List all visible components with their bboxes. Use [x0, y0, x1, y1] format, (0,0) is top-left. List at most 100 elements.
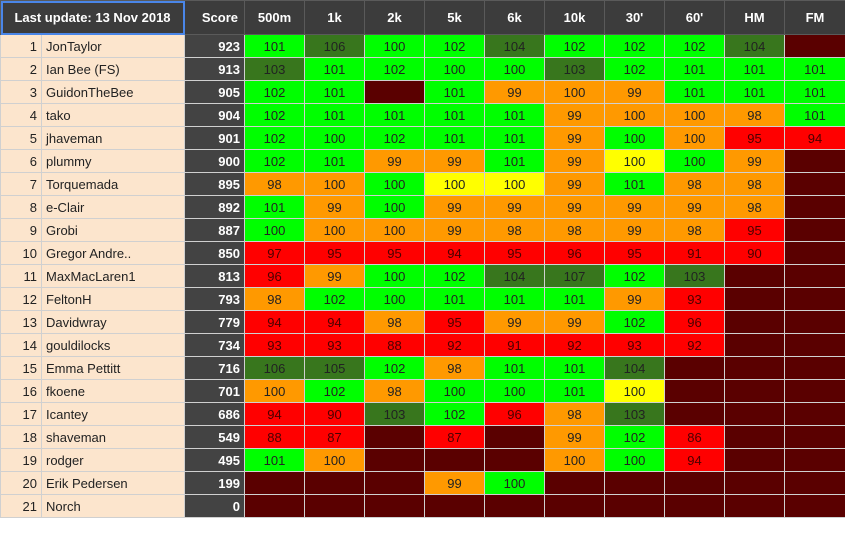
event-score-cell[interactable]: 98	[364, 310, 425, 334]
event-score-cell[interactable]	[244, 494, 305, 518]
event-score-cell[interactable]: 100	[364, 287, 425, 311]
event-score-cell[interactable]: 105	[304, 356, 365, 380]
total-score-cell[interactable]: 892	[184, 195, 245, 219]
event-score-cell[interactable]: 107	[544, 264, 605, 288]
event-score-cell[interactable]	[484, 494, 545, 518]
rank-cell[interactable]: 20	[0, 471, 42, 495]
event-score-cell[interactable]: 101	[244, 34, 305, 58]
event-score-cell[interactable]: 99	[424, 471, 485, 495]
athlete-name-cell[interactable]: Ian Bee (FS)	[41, 57, 185, 81]
event-score-cell[interactable]: 101	[784, 57, 845, 81]
event-score-cell[interactable]: 100	[304, 448, 365, 472]
event-score-cell[interactable]: 99	[544, 310, 605, 334]
event-score-cell[interactable]: 102	[604, 34, 665, 58]
total-score-cell[interactable]: 686	[184, 402, 245, 426]
total-score-cell[interactable]: 779	[184, 310, 245, 334]
total-score-cell[interactable]: 813	[184, 264, 245, 288]
event-score-cell[interactable]: 100	[484, 471, 545, 495]
event-score-cell[interactable]: 94	[784, 126, 845, 150]
total-score-cell[interactable]: 900	[184, 149, 245, 173]
athlete-name-cell[interactable]: Norch	[41, 494, 185, 518]
event-score-cell[interactable]	[784, 448, 845, 472]
event-score-cell[interactable]: 99	[724, 149, 785, 173]
event-score-cell[interactable]: 102	[604, 57, 665, 81]
total-score-cell[interactable]: 913	[184, 57, 245, 81]
event-score-cell[interactable]	[724, 333, 785, 357]
event-score-cell[interactable]: 100	[364, 34, 425, 58]
athlete-name-cell[interactable]: tako	[41, 103, 185, 127]
athlete-name-cell[interactable]: Icantey	[41, 402, 185, 426]
event-score-cell[interactable]: 102	[424, 402, 485, 426]
event-score-cell[interactable]: 104	[484, 264, 545, 288]
event-score-cell[interactable]: 98	[544, 402, 605, 426]
event-score-cell[interactable]: 100	[304, 218, 365, 242]
rank-cell[interactable]: 15	[0, 356, 42, 380]
event-score-cell[interactable]	[784, 218, 845, 242]
event-score-cell[interactable]: 101	[784, 80, 845, 104]
event-score-cell[interactable]	[784, 310, 845, 334]
rank-cell[interactable]: 11	[0, 264, 42, 288]
event-score-cell[interactable]: 95	[424, 310, 485, 334]
event-score-cell[interactable]: 100	[364, 218, 425, 242]
event-score-cell[interactable]	[784, 379, 845, 403]
event-score-cell[interactable]: 106	[244, 356, 305, 380]
event-score-cell[interactable]: 91	[664, 241, 725, 265]
event-score-cell[interactable]: 102	[604, 264, 665, 288]
event-score-cell[interactable]: 100	[604, 126, 665, 150]
rank-cell[interactable]: 13	[0, 310, 42, 334]
event-score-cell[interactable]: 98	[664, 172, 725, 196]
event-score-cell[interactable]	[664, 356, 725, 380]
event-score-cell[interactable]	[784, 471, 845, 495]
event-score-cell[interactable]: 104	[484, 34, 545, 58]
athlete-name-cell[interactable]: plummy	[41, 149, 185, 173]
event-score-cell[interactable]: 100	[364, 195, 425, 219]
event-score-cell[interactable]: 101	[364, 103, 425, 127]
event-score-cell[interactable]: 101	[484, 149, 545, 173]
event-score-cell[interactable]: 98	[424, 356, 485, 380]
event-score-cell[interactable]: 93	[604, 333, 665, 357]
event-score-cell[interactable]: 101	[424, 126, 485, 150]
event-score-cell[interactable]: 101	[544, 287, 605, 311]
total-score-cell[interactable]: 905	[184, 80, 245, 104]
event-score-cell[interactable]	[664, 379, 725, 403]
event-score-cell[interactable]: 102	[244, 103, 305, 127]
event-score-cell[interactable]: 101	[484, 126, 545, 150]
event-score-cell[interactable]: 99	[424, 195, 485, 219]
athlete-name-cell[interactable]: rodger	[41, 448, 185, 472]
event-score-cell[interactable]: 101	[424, 287, 485, 311]
event-score-cell[interactable]: 99	[664, 195, 725, 219]
event-score-cell[interactable]	[784, 287, 845, 311]
event-score-cell[interactable]: 102	[244, 126, 305, 150]
event-score-cell[interactable]: 100	[424, 172, 485, 196]
event-score-cell[interactable]: 96	[484, 402, 545, 426]
event-score-cell[interactable]: 100	[304, 126, 365, 150]
event-score-cell[interactable]: 92	[424, 333, 485, 357]
rank-cell[interactable]: 1	[0, 34, 42, 58]
event-score-cell[interactable]: 98	[544, 218, 605, 242]
event-score-cell[interactable]: 92	[544, 333, 605, 357]
athlete-name-cell[interactable]: GuidonTheBee	[41, 80, 185, 104]
event-score-cell[interactable]: 103	[544, 57, 605, 81]
event-score-cell[interactable]: 100	[664, 149, 725, 173]
event-score-cell[interactable]: 100	[424, 57, 485, 81]
event-score-cell[interactable]: 100	[604, 448, 665, 472]
athlete-name-cell[interactable]: FeltonH	[41, 287, 185, 311]
event-score-cell[interactable]: 102	[604, 425, 665, 449]
event-score-cell[interactable]: 106	[304, 34, 365, 58]
event-score-cell[interactable]: 100	[604, 379, 665, 403]
event-score-cell[interactable]: 103	[364, 402, 425, 426]
event-score-cell[interactable]	[304, 494, 365, 518]
event-score-cell[interactable]: 100	[484, 172, 545, 196]
event-score-cell[interactable]	[604, 494, 665, 518]
event-score-cell[interactable]	[664, 494, 725, 518]
event-score-cell[interactable]	[544, 494, 605, 518]
athlete-name-cell[interactable]: Torquemada	[41, 172, 185, 196]
event-score-cell[interactable]: 101	[244, 195, 305, 219]
event-score-cell[interactable]: 102	[664, 34, 725, 58]
event-score-cell[interactable]: 95	[304, 241, 365, 265]
rank-cell[interactable]: 5	[0, 126, 42, 150]
event-header-fm[interactable]: FM	[784, 0, 845, 35]
event-score-cell[interactable]	[724, 402, 785, 426]
event-score-cell[interactable]: 99	[484, 310, 545, 334]
event-header-60min[interactable]: 60'	[664, 0, 725, 35]
